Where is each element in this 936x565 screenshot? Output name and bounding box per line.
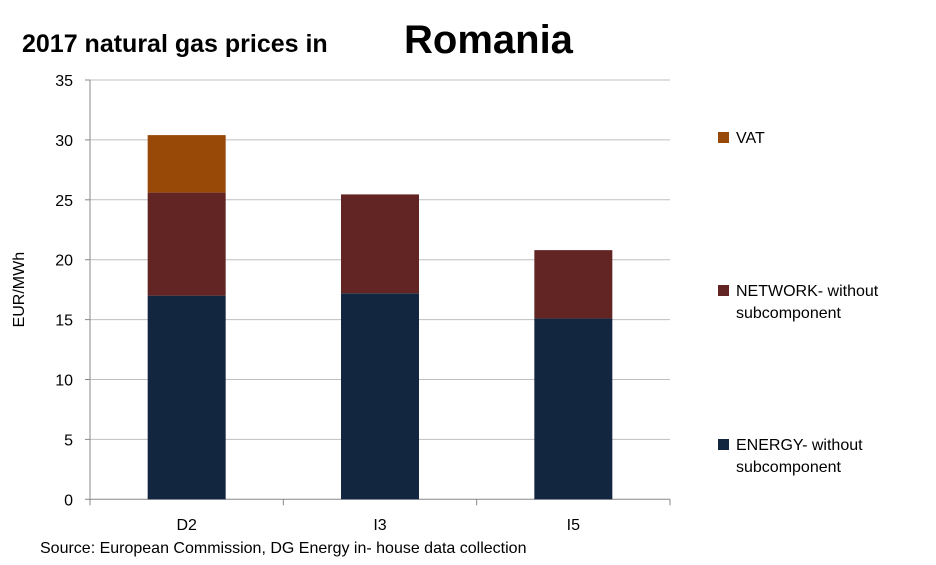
legend-swatch-energy: [718, 439, 729, 450]
y-tick-label: 0: [64, 492, 73, 509]
bar-segment-i5-energy: [534, 318, 613, 500]
y-axis-label: EUR/MWh: [11, 252, 28, 328]
bar-segment-d2-vat: [147, 135, 226, 193]
x-tick-label: D2: [176, 517, 197, 534]
y-tick-label: 35: [55, 73, 73, 90]
chart-title-country: Romania: [404, 18, 573, 62]
bar-segment-d2-network: [147, 192, 226, 296]
y-tick-label: 10: [55, 373, 73, 390]
x-tick-label: I5: [567, 517, 580, 534]
bar-segment-i3-network: [341, 194, 419, 294]
legend-label-vat: VAT: [736, 130, 765, 147]
bar-segment-i5-network: [534, 250, 613, 319]
legend-swatch-vat: [718, 132, 729, 143]
y-tick-label: 30: [55, 133, 73, 150]
source-note: Source: European Commission, DG Energy i…: [40, 540, 527, 557]
legend-label-network: NETWORK- without subcomponent: [736, 283, 879, 322]
bar-segment-d2-energy: [147, 295, 226, 500]
legend-item-energy: ENERGY- without subcomponent: [718, 435, 926, 479]
x-tick-label: I3: [373, 517, 386, 534]
chart-title: 2017 natural gas prices in: [22, 30, 328, 58]
y-tick-label: 25: [55, 193, 73, 210]
bar-segment-i3-energy: [341, 293, 419, 500]
legend-item-vat: VAT: [718, 128, 926, 150]
y-tick-label: 15: [55, 313, 73, 330]
y-tick-label: 20: [55, 253, 73, 270]
legend-swatch-network: [718, 285, 729, 296]
legend-item-network: NETWORK- without subcomponent: [718, 281, 926, 325]
legend-label-energy: ENERGY- without subcomponent: [736, 437, 863, 476]
y-tick-label: 5: [64, 432, 73, 449]
